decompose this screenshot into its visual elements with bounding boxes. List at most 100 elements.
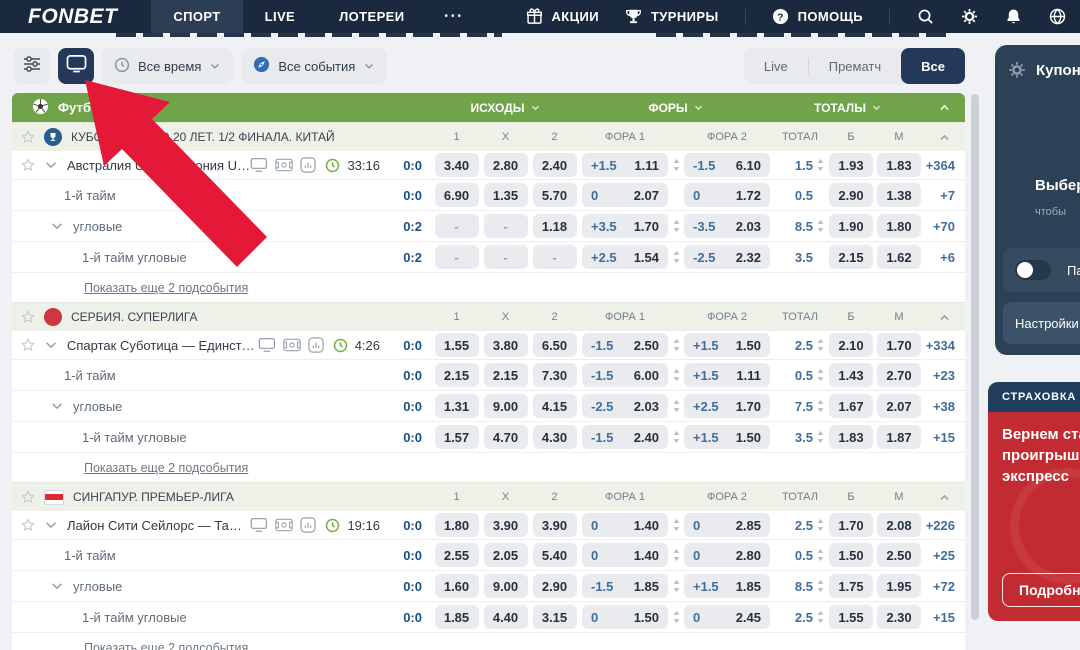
- coupon-toggle-row[interactable]: Пари: [1003, 248, 1080, 292]
- total-line[interactable]: 0.5: [794, 187, 813, 203]
- stepper-icon[interactable]: [816, 368, 825, 382]
- stepper-icon[interactable]: [672, 338, 681, 352]
- nav-tab-live[interactable]: LIVE: [264, 9, 296, 24]
- stream-icon[interactable]: [258, 337, 276, 353]
- show-more-subevents-link[interactable]: Показать еще 2 подсобытия: [84, 460, 249, 475]
- stepper-icon[interactable]: [816, 399, 825, 413]
- market-name[interactable]: угловые: [73, 398, 123, 414]
- time-filter-dropdown[interactable]: Все время: [102, 48, 234, 84]
- total-over-odds[interactable]: 1.50: [829, 543, 873, 567]
- handicap-2-odds[interactable]: 0 2.45: [684, 605, 770, 629]
- handicap-2-odds[interactable]: 0 2.80: [684, 543, 770, 567]
- filters-button[interactable]: [14, 48, 50, 84]
- total-under-odds[interactable]: 1.95: [877, 574, 921, 598]
- mode-live[interactable]: Live: [763, 58, 788, 74]
- odds-away[interactable]: 3.15: [532, 605, 577, 629]
- pitch-icon[interactable]: [275, 517, 294, 533]
- odds-draw[interactable]: 9.00: [483, 394, 528, 418]
- total-over-odds[interactable]: 1.43: [829, 363, 873, 387]
- match-teams[interactable]: Спартак Суботица — Единство Уб: [67, 337, 258, 353]
- group-handicaps[interactable]: ФОРЫ: [579, 101, 773, 115]
- stepper-icon[interactable]: [672, 430, 681, 444]
- total-under-odds[interactable]: 1.62: [877, 245, 921, 269]
- stepper-icon[interactable]: [816, 219, 825, 233]
- stepper-icon[interactable]: [672, 399, 681, 413]
- coupon-settings-button[interactable]: Настройки: [1003, 302, 1080, 344]
- odds-away[interactable]: 2.40: [532, 153, 577, 177]
- pitch-icon[interactable]: [282, 337, 301, 353]
- more-markets-count[interactable]: +7: [940, 187, 955, 203]
- odds-home[interactable]: 2.55: [434, 543, 479, 567]
- total-under-odds[interactable]: 2.08: [877, 513, 921, 537]
- more-markets-count[interactable]: +6: [940, 249, 955, 265]
- odds-draw[interactable]: 4.40: [483, 605, 528, 629]
- market-name[interactable]: 1-й тайм угловые: [82, 429, 187, 445]
- handicap-stepper-cell[interactable]: [671, 219, 681, 233]
- stats-icon[interactable]: [300, 517, 318, 533]
- odds-draw[interactable]: 2.05: [483, 543, 528, 567]
- pitch-icon[interactable]: [275, 157, 294, 173]
- show-more-subevents-link[interactable]: Показать еще 2 подсобытия: [84, 280, 249, 295]
- odds-away[interactable]: 3.90: [532, 513, 577, 537]
- odds-away[interactable]: -: [532, 245, 577, 269]
- show-more-subevents-link[interactable]: Показать еще 2 подсобытия: [84, 640, 249, 650]
- handicap-2-odds[interactable]: +1.5 1.85: [684, 574, 770, 598]
- odds-home[interactable]: 2.15: [434, 363, 479, 387]
- total-under-odds[interactable]: 1.83: [877, 153, 921, 177]
- handicap-1-odds[interactable]: -1.5 6.00: [582, 363, 668, 387]
- more-markets-count[interactable]: +72: [932, 578, 955, 594]
- expand-chevron-icon[interactable]: [50, 219, 64, 233]
- odds-away[interactable]: 2.90: [532, 574, 577, 598]
- search-icon[interactable]: [916, 8, 934, 26]
- handicap-stepper-cell[interactable]: [671, 518, 681, 532]
- handicap-1-odds[interactable]: 0 1.50: [582, 605, 668, 629]
- odds-away[interactable]: 6.50: [532, 333, 577, 357]
- total-line[interactable]: 2.5: [773, 610, 827, 625]
- odds-away[interactable]: 4.15: [532, 394, 577, 418]
- more-markets-count[interactable]: +15: [932, 609, 955, 625]
- odds-draw[interactable]: 2.15: [483, 363, 528, 387]
- handicap-stepper-cell[interactable]: [671, 250, 681, 264]
- market-name[interactable]: 1-й тайм: [64, 547, 116, 563]
- favorite-star-icon[interactable]: [20, 129, 36, 145]
- total-line[interactable]: 2.5: [773, 338, 827, 353]
- market-name[interactable]: угловые: [73, 218, 123, 234]
- handicap-2-odds[interactable]: +1.5 1.50: [684, 333, 770, 357]
- stepper-icon[interactable]: [672, 250, 681, 264]
- coupon-gear-icon[interactable]: [1008, 61, 1026, 79]
- nav-item-promos[interactable]: АКЦИИ: [525, 8, 599, 26]
- mode-prematch[interactable]: Прематч: [828, 58, 882, 74]
- handicap-1-odds[interactable]: -1.5 2.40: [582, 425, 668, 449]
- expand-chevron-icon[interactable]: [44, 338, 58, 352]
- total-under-odds[interactable]: 2.07: [877, 394, 921, 418]
- total-over-odds[interactable]: 1.75: [829, 574, 873, 598]
- promo-details-button[interactable]: Подробнее: [1002, 573, 1080, 607]
- total-line[interactable]: 3.5: [794, 249, 813, 265]
- stats-icon[interactable]: [307, 337, 326, 353]
- bell-icon[interactable]: [1004, 8, 1022, 26]
- odds-home[interactable]: 1.80: [434, 513, 479, 537]
- odds-home[interactable]: 6.90: [434, 183, 479, 207]
- handicap-stepper-cell[interactable]: [671, 158, 681, 172]
- expand-chevron-icon[interactable]: [50, 579, 64, 593]
- handicap-stepper-cell[interactable]: [671, 368, 681, 382]
- market-name[interactable]: 1-й тайм угловые: [82, 609, 187, 625]
- nav-item-tournaments[interactable]: ТУРНИРЫ: [625, 8, 719, 26]
- group-totals[interactable]: ТОТАЛЫ: [773, 101, 923, 115]
- odds-home[interactable]: 1.57: [434, 425, 479, 449]
- handicap-stepper-cell[interactable]: [671, 548, 681, 562]
- match-teams[interactable]: Австралия U20 — Япония U20: [67, 157, 251, 173]
- total-over-odds[interactable]: 2.15: [829, 245, 873, 269]
- more-markets-count[interactable]: +226: [925, 517, 955, 533]
- total-under-odds[interactable]: 2.50: [877, 543, 921, 567]
- handicap-2-odds[interactable]: 0 2.85: [684, 513, 770, 537]
- toggle-switch[interactable]: [1015, 260, 1051, 280]
- more-markets-count[interactable]: +23: [932, 367, 955, 383]
- total-line[interactable]: 8.5: [773, 579, 827, 594]
- market-name[interactable]: 1-й тайм: [64, 367, 116, 383]
- odds-away[interactable]: 1.18: [532, 214, 577, 238]
- mode-all[interactable]: Все: [901, 48, 965, 84]
- total-over-odds[interactable]: 1.83: [829, 425, 873, 449]
- stream-icon[interactable]: [250, 157, 268, 173]
- favorite-star-icon[interactable]: [20, 157, 36, 173]
